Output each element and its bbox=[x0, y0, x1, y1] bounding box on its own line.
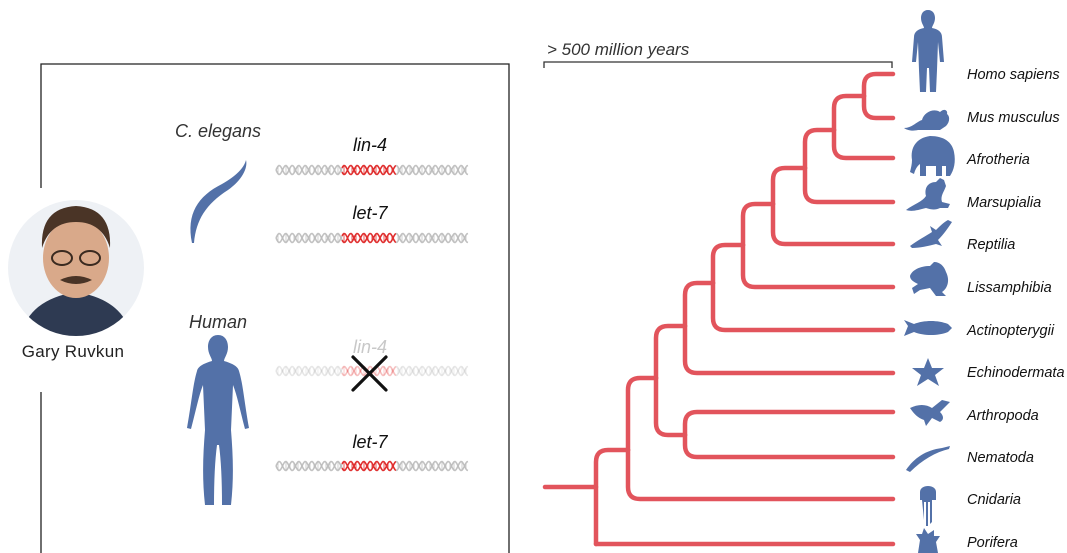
tree-branch-lissamphibia bbox=[740, 242, 896, 290]
tree-branch-actinopterygii bbox=[710, 280, 896, 333]
taxon-label: Echinodermata bbox=[967, 365, 1065, 381]
portrait-avatar bbox=[8, 200, 144, 336]
taxon-label: Marsupialia bbox=[967, 195, 1041, 211]
tree-branch-cnidaria bbox=[625, 447, 896, 502]
jellyfish-icon bbox=[920, 486, 936, 526]
taxon-label: Lissamphibia bbox=[967, 280, 1052, 296]
worm-species-label: C. elegans bbox=[175, 121, 261, 141]
absent-cross-icon bbox=[351, 355, 388, 392]
tree-branch-echinodermata bbox=[682, 323, 896, 376]
dna-strand-worm-lin4 bbox=[275, 164, 469, 176]
phylogenetic-tree bbox=[542, 71, 896, 547]
dna-strand-human-let7 bbox=[275, 460, 469, 472]
worm-icon bbox=[190, 160, 247, 243]
tree-branch-reptilia bbox=[770, 201, 896, 247]
sponge-icon bbox=[916, 528, 940, 553]
taxon-label: Cnidaria bbox=[967, 492, 1021, 508]
dna-strand-worm-let7 bbox=[275, 232, 469, 244]
frog-icon bbox=[910, 262, 949, 296]
timescale-bracket bbox=[543, 61, 893, 68]
gene-label-worm-let7: let-7 bbox=[352, 203, 388, 223]
kangaroo-icon bbox=[906, 178, 950, 211]
tree-branch-homo-sapiens bbox=[861, 71, 896, 99]
human-icon bbox=[187, 335, 249, 505]
mouse-icon bbox=[904, 109, 950, 131]
person-name: Gary Ruvkun bbox=[21, 342, 125, 361]
starfish-icon bbox=[912, 358, 944, 386]
timescale-label: > 500 million years bbox=[547, 40, 690, 59]
tree-branch-mus-musculus bbox=[861, 93, 896, 121]
taxon-icons bbox=[904, 10, 955, 553]
gene-label-worm-lin4: lin-4 bbox=[353, 135, 387, 155]
panel-frame bbox=[40, 63, 510, 553]
taxon-label: Actinopterygii bbox=[966, 323, 1055, 339]
human-species-label: Human bbox=[189, 312, 247, 332]
taxon-label: Arthropoda bbox=[966, 408, 1039, 424]
fish-icon bbox=[904, 320, 952, 336]
taxon-label: Reptilia bbox=[967, 237, 1015, 253]
elephant-icon bbox=[910, 136, 955, 176]
taxon-label: Homo sapiens bbox=[967, 67, 1060, 83]
gene-label-human-lin4: lin-4 bbox=[353, 337, 387, 357]
taxon-label: Afrotheria bbox=[966, 152, 1030, 168]
gene-label-human-let7: let-7 bbox=[352, 432, 388, 452]
taxon-label: Mus musculus bbox=[967, 110, 1060, 126]
worm-icon bbox=[906, 446, 950, 472]
fly-icon bbox=[910, 400, 950, 426]
human-icon bbox=[912, 10, 944, 92]
taxon-label: Nematoda bbox=[967, 450, 1034, 466]
lizard-icon bbox=[910, 220, 952, 248]
tree-branch-arthropoda bbox=[682, 409, 896, 438]
tree-branch-nematoda bbox=[682, 432, 896, 460]
taxon-label: Porifera bbox=[967, 535, 1018, 551]
tree-branch-afrotheria bbox=[831, 127, 896, 161]
tree-branch-marsupialia bbox=[802, 165, 896, 205]
